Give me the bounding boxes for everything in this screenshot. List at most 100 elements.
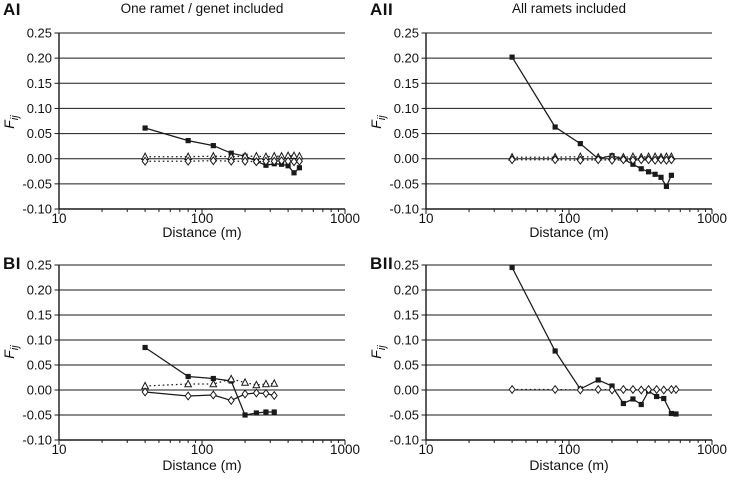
square-marker — [509, 54, 515, 60]
x-axis-title: Distance (m) — [529, 224, 608, 240]
diamond-marker — [651, 155, 659, 165]
panel-AII: AII All ramets included Fij 0.25 0.20 0.15… — [367, 0, 734, 241]
diamond-marker — [629, 384, 637, 395]
square-marker — [185, 373, 191, 380]
diamond-marker — [252, 388, 260, 398]
x-tick-label: 1000 — [330, 442, 360, 457]
diamond-marker — [660, 385, 668, 395]
series-line — [511, 56, 672, 188]
x-axis-title: Distance (m) — [162, 224, 241, 240]
diamond-marker — [576, 155, 584, 165]
x-tick-label: 100 — [191, 211, 214, 226]
panel-label-BII: BII — [370, 254, 394, 273]
y-tick-label: -0.05 — [22, 176, 52, 191]
diamond-marker — [508, 155, 516, 165]
square-marker — [210, 143, 216, 149]
x-tick-label: 100 — [558, 211, 581, 226]
diamond-marker — [608, 155, 616, 165]
diamond-marker — [270, 390, 278, 401]
diamond-marker — [262, 156, 270, 166]
x-tick-label: 1000 — [697, 211, 727, 226]
square-marker — [595, 377, 601, 383]
y-tick-label: 0.10 — [27, 333, 52, 348]
series-open-triangles-upper — [140, 374, 279, 390]
diamond-marker — [209, 156, 217, 166]
series-filled-squares — [142, 125, 303, 176]
diamond-marker — [209, 390, 217, 400]
series-filled-squares — [509, 264, 679, 417]
y-tick-label: 0.05 — [394, 126, 419, 141]
diamond-marker — [594, 384, 602, 395]
diamond-marker — [667, 384, 675, 395]
x-tick-label: 100 — [558, 442, 581, 457]
y-tick-label: 0.15 — [394, 76, 419, 91]
diamond-marker — [662, 155, 670, 165]
diamond-marker — [637, 385, 645, 395]
diamond-marker — [290, 157, 298, 167]
diamond-marker — [645, 384, 653, 395]
square-marker — [654, 393, 660, 400]
y-tick-label: 0.00 — [394, 383, 419, 398]
square-marker — [638, 166, 644, 172]
panel-BII: BII Fij 0.25 0.20 0.15 0.10 0.05 0.00 -0.05 -0.… — [367, 240, 734, 481]
square-marker — [142, 344, 148, 351]
diamond-marker — [284, 156, 292, 166]
series-open-triangles-upper — [140, 151, 304, 161]
x-tick-label: 10 — [418, 211, 433, 226]
diamond-marker — [653, 384, 661, 395]
diamond-marker — [645, 155, 653, 165]
diamond-marker — [141, 387, 149, 397]
panel-label-AI: AI — [3, 0, 21, 19]
y-tick-label: -0.10 — [22, 433, 52, 448]
x-axis-title: Distance (m) — [162, 457, 241, 473]
y-tick-label: 0.20 — [394, 283, 419, 298]
diamond-marker — [551, 155, 559, 165]
diamond-marker — [141, 156, 149, 166]
y-tick-label: 0.25 — [27, 26, 52, 41]
triangle-marker — [261, 379, 271, 388]
y-tick-label: 0.10 — [27, 101, 52, 116]
square-marker — [652, 171, 658, 177]
diamond-marker — [278, 156, 286, 166]
diamond-marker — [241, 156, 249, 166]
diamond-marker — [262, 388, 270, 399]
square-marker — [142, 125, 148, 131]
y-tick-label: -0.10 — [22, 202, 52, 217]
diamond-marker — [657, 155, 665, 165]
diamond-marker — [227, 395, 235, 406]
diamond-marker — [184, 156, 192, 166]
x-tick-label: 1000 — [697, 442, 727, 457]
square-marker — [509, 264, 515, 271]
square-marker — [185, 138, 191, 144]
square-marker — [661, 395, 667, 402]
series-filled-squares — [509, 54, 674, 189]
square-marker — [263, 409, 269, 415]
y-tick-label: 0.05 — [394, 358, 419, 373]
series-open-diamonds-lower — [141, 387, 278, 406]
square-marker — [271, 409, 277, 415]
series-open-diamonds — [508, 384, 680, 395]
diamond-marker — [619, 384, 627, 395]
panel-label-AII: AII — [370, 0, 394, 19]
x-axis-title: Distance (m) — [529, 457, 608, 473]
y-tick-label: 0.15 — [27, 308, 52, 323]
square-marker — [638, 401, 644, 408]
square-marker — [291, 170, 297, 176]
series-open-diamonds-lower — [141, 156, 303, 167]
diamond-marker — [672, 384, 680, 395]
triangle-marker — [252, 380, 261, 389]
y-tick-label: 0.15 — [27, 76, 52, 91]
diamond-marker — [270, 156, 278, 166]
y-tick-label: -0.10 — [389, 433, 419, 448]
square-marker — [630, 396, 636, 402]
triangle-marker — [227, 374, 236, 383]
diamond-marker — [252, 157, 260, 167]
x-tick-label: 10 — [418, 442, 433, 457]
diamond-marker — [551, 384, 559, 395]
square-marker — [673, 411, 679, 417]
y-tick-label: 0.20 — [394, 51, 419, 66]
y-tick-label: 0.00 — [27, 151, 52, 166]
y-tick-label: 0.10 — [394, 101, 419, 116]
